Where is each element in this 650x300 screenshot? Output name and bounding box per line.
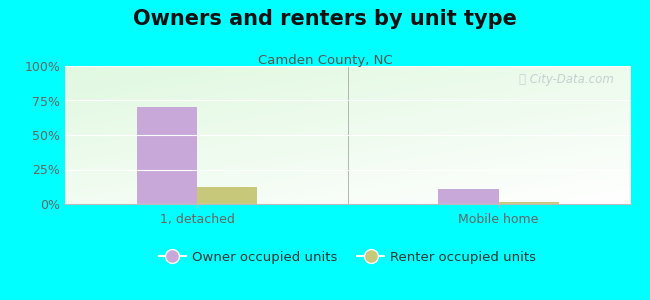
Bar — [197, 188, 257, 204]
Text: Camden County, NC: Camden County, NC — [257, 54, 393, 67]
Bar — [438, 189, 499, 204]
Bar — [499, 202, 559, 204]
Text: ⓘ City-Data.com: ⓘ City-Data.com — [519, 73, 614, 86]
Bar — [136, 107, 197, 204]
Text: Owners and renters by unit type: Owners and renters by unit type — [133, 9, 517, 29]
Legend: Owner occupied units, Renter occupied units: Owner occupied units, Renter occupied un… — [154, 246, 541, 269]
